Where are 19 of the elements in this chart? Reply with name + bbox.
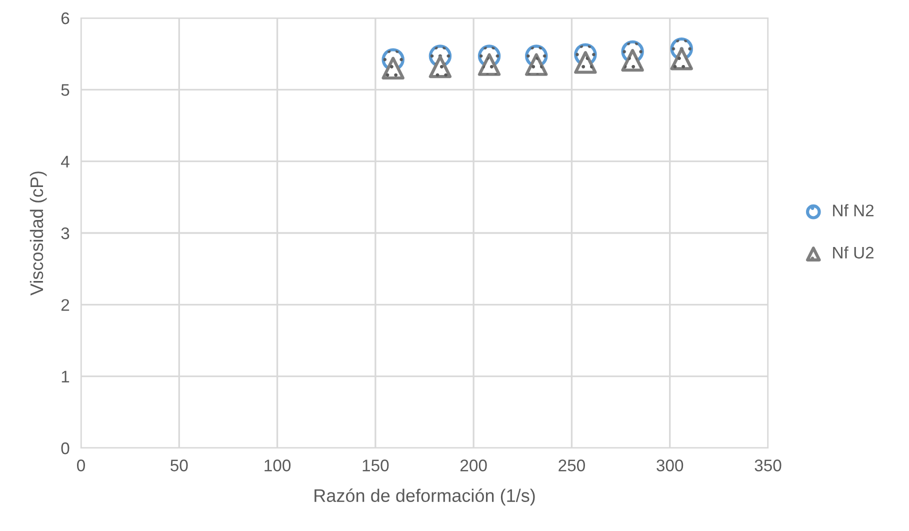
x-tick-label: 150: [362, 460, 389, 472]
y-tick-label: 1: [62, 370, 70, 382]
x-tick-label: 300: [656, 460, 684, 472]
x-tick-label: 0: [77, 460, 85, 472]
x-tick-label: 350: [754, 460, 782, 472]
x-tick-label: 200: [460, 460, 487, 472]
y-axis-title: Viscosidad (cP): [30, 172, 47, 296]
y-tick-label: 3: [61, 227, 70, 240]
legend-label: Nf U2: [833, 246, 874, 259]
y-tick-label: 6: [61, 12, 70, 24]
x-tick-label: 250: [558, 460, 585, 472]
y-tick-label: 5: [61, 84, 70, 96]
y-tick-label: 4: [61, 156, 70, 168]
x-tick-label: 50: [170, 460, 188, 472]
y-tick-label: 0: [61, 442, 70, 454]
legend-label: Nf N2: [833, 204, 874, 216]
x-axis-title: Razón de deformación (1/s): [314, 488, 535, 506]
x-tick-label: 100: [264, 460, 291, 472]
y-tick-label: 2: [61, 299, 70, 311]
